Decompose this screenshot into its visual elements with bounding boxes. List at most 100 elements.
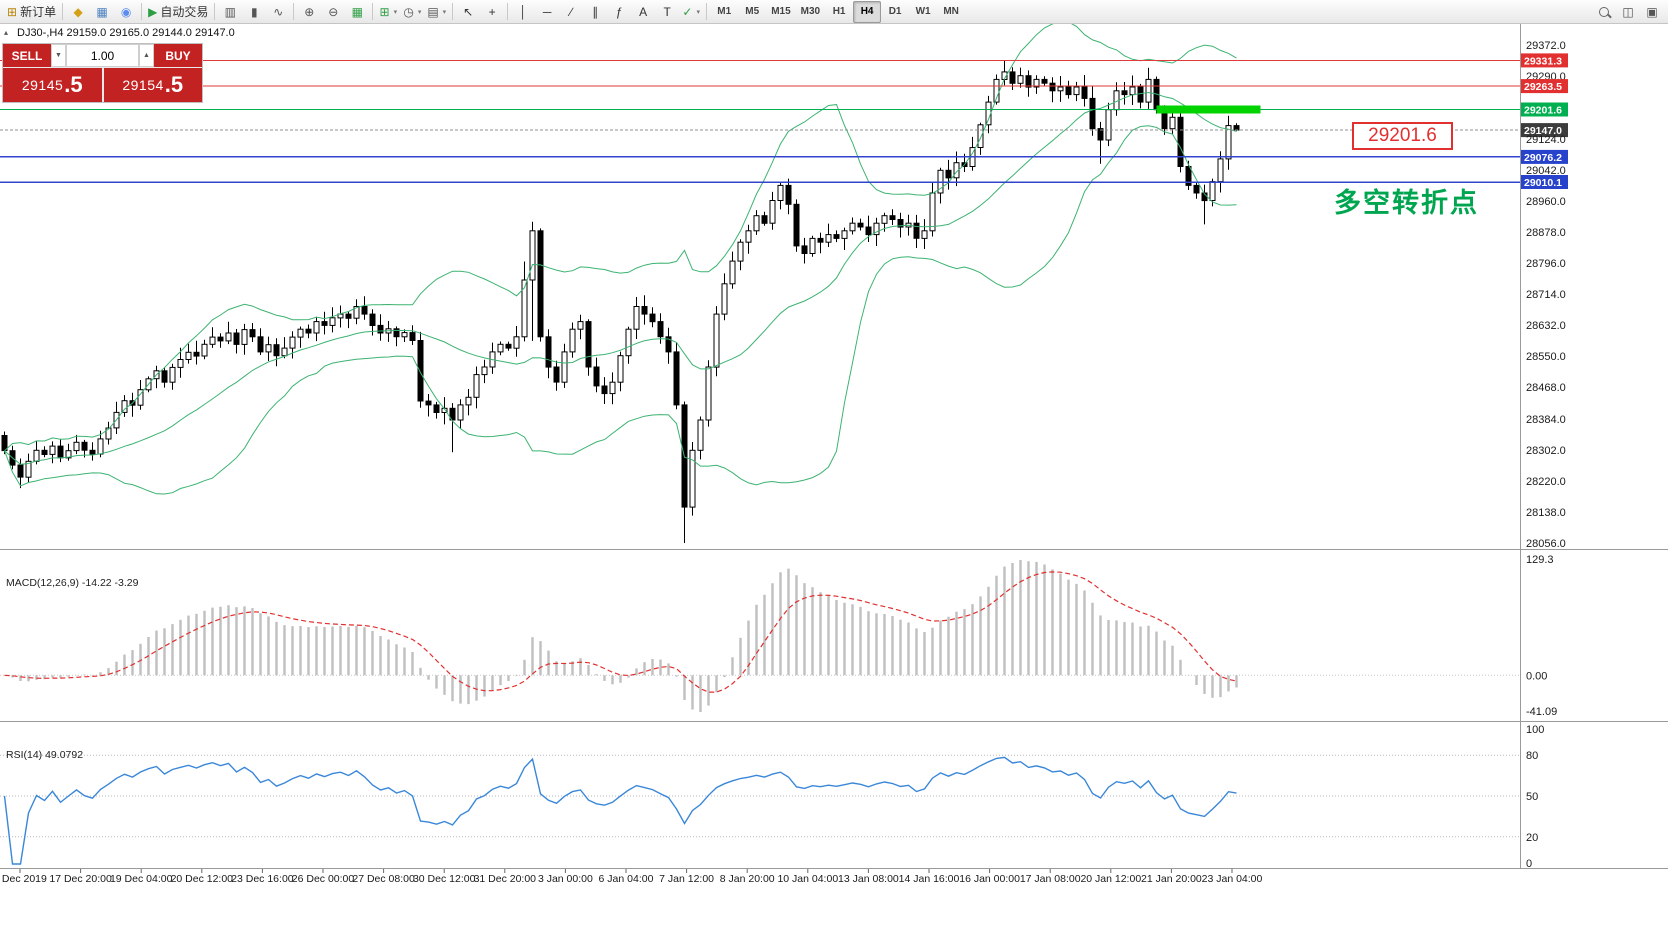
highlight-level-bar[interactable] xyxy=(1156,105,1261,114)
candle xyxy=(33,449,40,462)
candle xyxy=(329,317,336,326)
tf-m15-button[interactable]: M15 xyxy=(771,6,791,17)
arrange-windows-button[interactable]: ◫ xyxy=(1616,2,1640,22)
time-axis-label: 8 Jan 20:00 xyxy=(720,873,775,885)
rsi-scale-label: 80 xyxy=(1526,750,1538,762)
one-click-trade-panel: SELL ▼ ▲ BUY 29145.5 29154.5 xyxy=(2,43,203,103)
zoom-out-button[interactable]: ⊖ xyxy=(321,2,345,22)
full-chart-button[interactable]: ▣ xyxy=(1640,2,1664,22)
horizontal-line-button[interactable]: ─ xyxy=(535,2,559,22)
bollinger-upper-line[interactable] xyxy=(4,24,1237,452)
price-axis-label: 29042.0 xyxy=(1526,165,1566,177)
indicators-icon: ⊞ xyxy=(379,4,390,19)
price-axis-label: 28468.0 xyxy=(1526,382,1566,394)
market-watch-button[interactable]: ▦ xyxy=(90,2,114,22)
one-click-collapse-icon[interactable]: ▴ xyxy=(4,28,9,37)
indicators-button[interactable]: ⊞ ▾ xyxy=(376,2,400,22)
macd-scale-label: 129.3 xyxy=(1526,554,1554,566)
text-label-button[interactable]: T xyxy=(655,2,679,22)
candle xyxy=(433,404,440,413)
candle xyxy=(633,306,640,330)
candle xyxy=(977,124,984,149)
price-axis-label: 28384.0 xyxy=(1526,414,1566,426)
candle xyxy=(305,328,312,334)
channel-button[interactable]: ∥ xyxy=(583,2,607,22)
price-axis-label: 28796.0 xyxy=(1526,258,1566,270)
price-axis-badge-label: 29201.6 xyxy=(1524,105,1562,117)
tf-d1-button[interactable]: D1 xyxy=(888,6,902,17)
sell-button[interactable]: SELL xyxy=(3,44,51,67)
bollinger-middle-line[interactable] xyxy=(4,91,1237,465)
templates-button[interactable]: ▤ ▾ xyxy=(424,2,449,22)
tf-mn-button[interactable]: MN xyxy=(943,6,959,17)
bar-chart-button[interactable]: ▥ xyxy=(218,2,242,22)
toolbar-separator xyxy=(62,3,64,20)
time-axis-label: 6 Jan 04:00 xyxy=(599,873,654,885)
trendline-button[interactable]: ∕ xyxy=(559,2,583,22)
bollinger-lower-line[interactable] xyxy=(4,125,1237,495)
candle xyxy=(1169,116,1176,130)
buy-price-main: 29154 xyxy=(122,77,164,93)
candle xyxy=(1025,75,1032,88)
trendline-icon: ∕ xyxy=(570,4,573,19)
tf-h1-button[interactable]: H1 xyxy=(832,6,846,17)
volume-down-button[interactable]: ▼ xyxy=(51,44,66,67)
crosshair-button[interactable]: + xyxy=(480,2,504,22)
candle xyxy=(265,344,272,353)
price-annotation-box[interactable]: 29201.6 xyxy=(1352,122,1453,150)
price-axis-label: 29124.0 xyxy=(1526,134,1566,146)
candle xyxy=(881,215,888,224)
tf-m1-button[interactable]: M1 xyxy=(717,6,732,17)
candle xyxy=(1073,86,1080,96)
channel-icon: ∥ xyxy=(592,4,599,19)
time-axis-label: 13 Jan 08:00 xyxy=(838,873,899,885)
cursor-button[interactable]: ↖ xyxy=(456,2,480,22)
tf-h4-button[interactable]: H4 xyxy=(853,0,882,23)
zoom-in-button[interactable]: ⊕ xyxy=(297,2,321,22)
tile-windows-button[interactable]: ▦ xyxy=(345,2,369,22)
fibonacci-button[interactable]: ƒ xyxy=(607,2,631,22)
time-axis-label: 10 Jan 04:00 xyxy=(777,873,838,885)
search-button[interactable] xyxy=(1592,2,1616,22)
tf-m5-button[interactable]: M5 xyxy=(745,6,760,17)
candle xyxy=(345,313,352,319)
candle xyxy=(17,464,24,478)
periods-button[interactable]: ◷ ▾ xyxy=(400,2,424,22)
candle xyxy=(769,200,776,224)
tf-m30-button[interactable]: M30 xyxy=(800,6,821,17)
navigator-button[interactable]: ◉ xyxy=(114,2,138,22)
candle xyxy=(25,460,32,478)
new-order-button[interactable]: ⊞ 新订单 xyxy=(4,2,59,22)
time-axis-label: 26 Dec 00:00 xyxy=(292,873,355,885)
volume-up-button[interactable]: ▲ xyxy=(139,44,154,67)
sell-price-button[interactable]: 29145.5 xyxy=(3,68,102,102)
candle xyxy=(73,441,80,452)
chart-canvas[interactable]: 129.3 0.00 -41.09 80 50 20 100 0 29372.0 29331.3 2… xyxy=(0,24,1668,945)
tf-w1-button[interactable]: W1 xyxy=(915,6,931,17)
candlestick-button[interactable]: ▮ xyxy=(242,2,266,22)
line-chart-icon: ∿ xyxy=(273,4,284,19)
buy-button[interactable]: BUY xyxy=(154,44,202,67)
macd-signal-line xyxy=(4,571,1237,693)
dropdown-arrow-icon: ▾ xyxy=(442,8,447,16)
time-axis-label: 17 Jan 08:00 xyxy=(1020,873,1081,885)
candle xyxy=(393,328,400,338)
candle xyxy=(649,313,656,323)
shapes-button[interactable]: ✓ ▾ xyxy=(679,2,703,22)
vertical-line-button[interactable]: │ xyxy=(511,2,535,22)
profiles-button[interactable]: ◆ xyxy=(66,2,90,22)
candle xyxy=(1009,71,1016,84)
candle xyxy=(665,336,672,353)
volume-input[interactable] xyxy=(66,44,139,67)
candle xyxy=(273,344,280,357)
text-button[interactable]: A xyxy=(631,2,655,22)
price-axis-badge-current xyxy=(1521,123,1568,138)
auto-trading-button[interactable]: ▶ 自动交易 xyxy=(145,2,211,22)
buy-price-button[interactable]: 29154.5 xyxy=(103,68,202,102)
rsi-scale-label: 50 xyxy=(1526,791,1538,803)
candle xyxy=(929,192,936,232)
time-axis-label: 14 Jan 16:00 xyxy=(899,873,960,885)
candle xyxy=(737,241,744,262)
line-chart-button[interactable]: ∿ xyxy=(266,2,290,22)
candle xyxy=(1209,181,1216,202)
